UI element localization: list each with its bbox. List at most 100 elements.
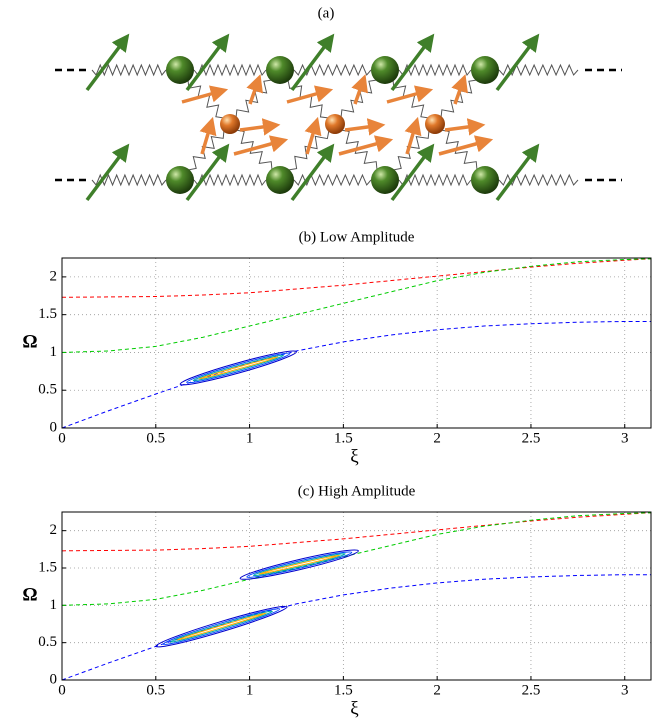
arrow xyxy=(290,33,335,92)
y-tick-label: 1 xyxy=(50,597,58,613)
arrow xyxy=(404,116,422,155)
spring xyxy=(193,173,267,187)
plot-frame xyxy=(61,511,652,681)
spring xyxy=(287,129,330,171)
spring xyxy=(235,129,273,171)
x-tick-label: 0.5 xyxy=(146,430,165,446)
response-region xyxy=(155,605,288,648)
y-axis-label: Ω xyxy=(22,584,37,605)
contour xyxy=(192,354,284,382)
contour xyxy=(155,605,288,648)
dispersion-curve xyxy=(61,320,651,429)
y-tick-label: 1.5 xyxy=(38,306,57,322)
x-tick-label: 1 xyxy=(246,430,254,446)
spring xyxy=(498,173,579,187)
spring xyxy=(91,63,167,77)
arrow xyxy=(239,118,281,136)
arrow xyxy=(85,143,130,202)
contour xyxy=(246,551,353,578)
x-tick-label: 3 xyxy=(621,682,629,698)
arrow xyxy=(304,116,322,155)
x-tick-label: 2.5 xyxy=(522,430,541,446)
contour xyxy=(176,612,267,641)
green-mass xyxy=(471,166,499,194)
spring xyxy=(392,129,430,171)
arrow xyxy=(386,85,434,104)
arrow xyxy=(390,33,435,92)
arrow xyxy=(199,116,217,155)
arrow xyxy=(344,118,386,136)
plot-frame xyxy=(61,257,652,429)
spring xyxy=(293,173,372,187)
orange-mass xyxy=(220,114,240,134)
x-tick-label: 1 xyxy=(246,682,254,698)
arrow xyxy=(451,74,468,105)
contour xyxy=(179,350,297,386)
arrow xyxy=(351,74,368,105)
dispersion-curve xyxy=(61,512,652,606)
arrow xyxy=(290,143,335,202)
contour xyxy=(239,549,359,580)
x-tick-label: 2 xyxy=(433,682,441,698)
orange-mass xyxy=(425,114,445,134)
x-tick-label: 2.5 xyxy=(522,682,541,698)
green-mass xyxy=(471,56,499,84)
x-axis-label: ξ xyxy=(350,446,359,467)
x-tick-label: 0 xyxy=(58,682,66,698)
y-tick-label: 1 xyxy=(50,344,58,360)
x-tick-label: 1.5 xyxy=(334,430,353,446)
x-tick-label: 0.5 xyxy=(146,682,165,698)
arrow xyxy=(85,33,130,92)
arrow xyxy=(495,143,540,202)
lattice-diagram xyxy=(55,33,622,202)
arrow xyxy=(246,74,263,105)
arrow xyxy=(286,85,334,104)
contour xyxy=(162,608,281,646)
x-tick-label: 2 xyxy=(433,430,441,446)
response-region xyxy=(179,350,297,386)
x-axis-label: ξ xyxy=(350,698,359,719)
spring xyxy=(440,129,478,171)
y-tick-label: 2 xyxy=(50,522,58,538)
arrow xyxy=(185,33,230,92)
contour xyxy=(186,352,291,384)
spring xyxy=(440,79,478,119)
arrow xyxy=(185,143,230,202)
contour xyxy=(252,553,346,577)
arrow xyxy=(181,85,229,104)
chart-title: (b) Low Amplitude xyxy=(299,229,415,245)
dispersion-curve xyxy=(61,512,652,552)
arrow xyxy=(233,135,289,156)
y-tick-label: 0 xyxy=(50,419,58,435)
y-tick-label: 1.5 xyxy=(38,559,57,575)
green-mass xyxy=(166,56,194,84)
arrow xyxy=(438,135,494,156)
y-tick-label: 2 xyxy=(50,268,58,284)
spring xyxy=(91,173,167,187)
spring xyxy=(235,79,273,119)
chart-title: (c) High Amplitude xyxy=(298,483,416,499)
x-tick-label: 1.5 xyxy=(334,682,353,698)
green-mass xyxy=(371,56,399,84)
arrow xyxy=(338,135,394,156)
y-tick-label: 0 xyxy=(50,671,58,687)
contour xyxy=(169,610,273,643)
x-tick-label: 0 xyxy=(58,430,66,446)
dispersion-curve xyxy=(61,258,652,353)
spring xyxy=(340,79,378,119)
green-mass xyxy=(371,166,399,194)
orange-mass xyxy=(325,114,345,134)
y-tick-label: 0.5 xyxy=(38,634,57,650)
arrow xyxy=(444,118,486,136)
spring xyxy=(498,63,579,77)
response-region xyxy=(239,549,359,580)
dispersion-curve xyxy=(61,258,652,298)
spring xyxy=(340,129,378,171)
arrow xyxy=(390,143,435,202)
spring xyxy=(187,129,225,171)
contour xyxy=(198,356,279,380)
figure-label: (a) xyxy=(318,5,335,21)
contour xyxy=(258,554,340,575)
